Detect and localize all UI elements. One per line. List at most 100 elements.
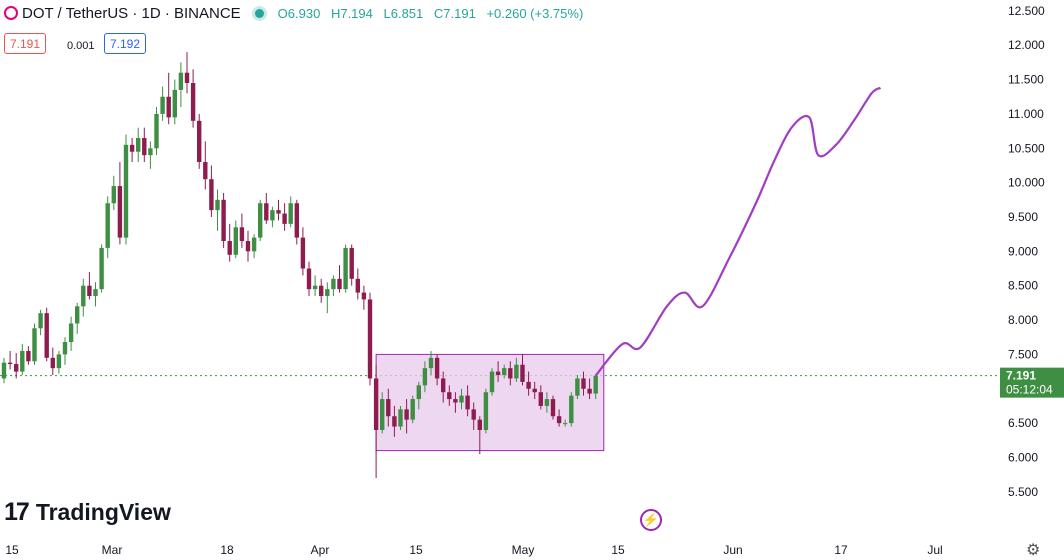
candle-body[interactable] (355, 278, 360, 293)
candle-body[interactable] (575, 378, 580, 396)
tradingview-logo[interactable]: 17 TradingView (4, 498, 171, 527)
candle-body[interactable] (282, 213, 287, 224)
candle-body[interactable] (288, 203, 293, 224)
candle-body[interactable] (416, 385, 421, 400)
candle-body[interactable] (386, 399, 391, 417)
candle-body[interactable] (251, 237, 257, 252)
candle-body[interactable] (129, 144, 135, 152)
candle-body[interactable] (361, 292, 367, 300)
candle-body[interactable] (44, 313, 49, 358)
candle-body[interactable] (526, 381, 531, 389)
candle-body[interactable] (380, 399, 385, 430)
candle-body[interactable] (294, 203, 299, 238)
candle-body[interactable] (520, 364, 525, 382)
candle-body[interactable] (221, 199, 226, 242)
symbol-title[interactable]: DOT / TetherUS · 1D · BINANCE (22, 4, 241, 22)
candle-body[interactable] (233, 227, 238, 255)
candle-body[interactable] (7, 362, 13, 365)
candle-body[interactable] (404, 409, 409, 420)
candle-body[interactable] (447, 392, 452, 400)
candle-body[interactable] (459, 395, 464, 403)
candle-body[interactable] (81, 285, 86, 307)
candle-body[interactable] (68, 323, 74, 343)
candle-body[interactable] (489, 371, 495, 393)
candle-body[interactable] (550, 399, 556, 417)
candle-body[interactable] (178, 72, 184, 90)
candle-body[interactable] (538, 392, 543, 406)
candle-body[interactable] (349, 247, 354, 279)
candle-body[interactable] (56, 354, 62, 369)
candle-body[interactable] (453, 399, 458, 403)
candle-body[interactable] (502, 368, 507, 376)
candle-body[interactable] (1, 362, 7, 379)
candle-body[interactable] (544, 399, 550, 406)
price-axis[interactable]: 12.500 12.000 11.500 11.000 10.500 10.000 9.50… (1008, 4, 1045, 499)
candle-body[interactable] (148, 148, 153, 156)
candle-body[interactable] (20, 350, 25, 372)
candle-body[interactable] (471, 409, 476, 420)
candle-body[interactable] (105, 203, 110, 248)
settings-gear-icon[interactable]: ⚙ (1026, 542, 1041, 559)
candle-body[interactable] (215, 199, 220, 211)
candle-body[interactable] (367, 299, 373, 379)
candle-body[interactable] (209, 179, 214, 211)
candle-body[interactable] (514, 364, 519, 379)
candle-body[interactable] (343, 247, 348, 290)
candle-body[interactable] (160, 96, 165, 114)
candle-body[interactable] (264, 203, 269, 221)
candle-body[interactable] (441, 378, 446, 393)
candle-body[interactable] (593, 375, 598, 394)
candle-body[interactable] (111, 186, 116, 204)
candle-body[interactable] (239, 227, 245, 242)
candle-body[interactable] (508, 368, 513, 379)
candle-body[interactable] (190, 83, 196, 121)
candle-body[interactable] (422, 368, 428, 386)
candle-body[interactable] (184, 72, 190, 84)
candle-body[interactable] (117, 186, 123, 238)
buy-button[interactable]: 7.192 (104, 33, 147, 54)
candle-body[interactable] (154, 113, 159, 149)
candle-body[interactable] (14, 364, 19, 372)
candle-body[interactable] (483, 392, 489, 430)
candle-body[interactable] (75, 306, 80, 324)
candle-body[interactable] (166, 96, 171, 118)
candle-body[interactable] (32, 328, 37, 362)
candle-body[interactable] (495, 371, 501, 376)
candle-body[interactable] (556, 416, 562, 424)
candle-body[interactable] (398, 409, 403, 427)
candle-body[interactable] (465, 395, 470, 410)
candle-body[interactable] (325, 289, 330, 297)
candle-body[interactable] (312, 285, 318, 290)
candle-body[interactable] (136, 137, 141, 152)
candle-body[interactable] (410, 399, 415, 420)
candle-body[interactable] (38, 313, 43, 329)
candle-body[interactable] (270, 210, 275, 221)
projection-path[interactable] (594, 86, 882, 377)
candle-body[interactable] (203, 162, 208, 180)
candle-body[interactable] (477, 419, 482, 430)
sell-button[interactable]: 7.191 (4, 33, 47, 54)
candle-body[interactable] (142, 137, 147, 156)
candle-body[interactable] (93, 289, 98, 297)
candle-body[interactable] (428, 357, 434, 369)
candle-body[interactable] (581, 378, 586, 389)
candle-body[interactable] (392, 416, 397, 427)
candle-body[interactable] (62, 342, 68, 355)
candle-body[interactable] (172, 89, 177, 118)
candle-body[interactable] (300, 237, 306, 269)
candle-body[interactable] (563, 423, 568, 425)
candle-body[interactable] (337, 278, 342, 290)
candle-body[interactable] (50, 357, 55, 369)
candle-body[interactable] (99, 247, 104, 290)
candle-body[interactable] (569, 395, 574, 424)
candle-body[interactable] (245, 241, 251, 252)
candle-body[interactable] (532, 388, 537, 393)
candle-body[interactable] (319, 285, 324, 297)
candle-body[interactable] (123, 144, 129, 238)
candle-body[interactable] (373, 378, 379, 430)
candle-body[interactable] (331, 278, 336, 290)
candle-body[interactable] (434, 357, 440, 379)
candle-body[interactable] (306, 268, 312, 290)
candle-body[interactable] (87, 285, 92, 297)
candle-body[interactable] (197, 120, 202, 163)
